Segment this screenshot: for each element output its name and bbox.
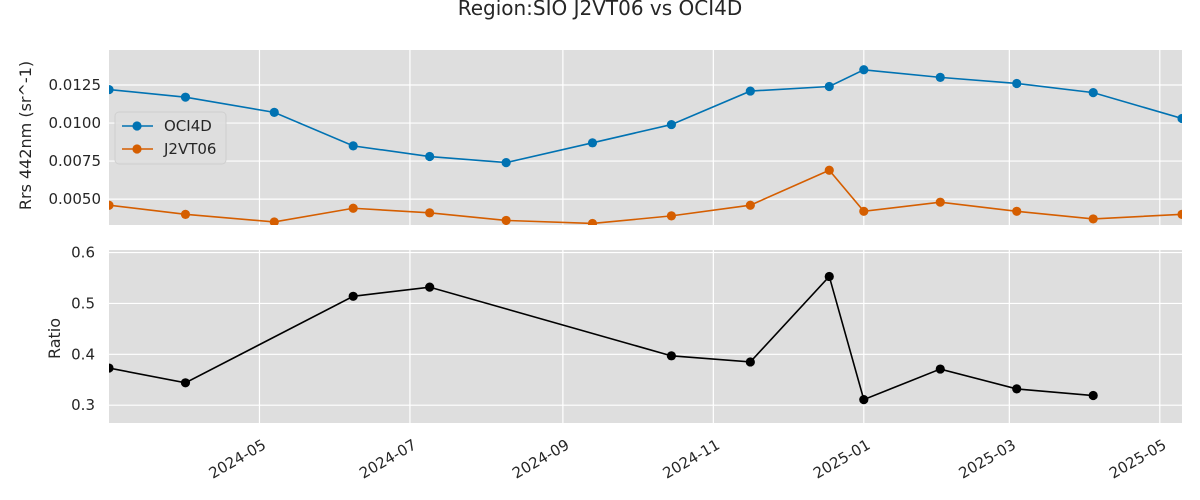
data-point-oci4d [1177, 113, 1182, 124]
data-point-ratio [745, 357, 755, 367]
top-y-axis-label: Rrs 442nm (sr^-1) [16, 61, 35, 210]
bottom-y-tick-label: 0.6 [71, 244, 95, 262]
data-point-j2vt06 [587, 218, 598, 225]
legend-label-j2vt06: J2VT06 [163, 140, 216, 158]
data-point-j2vt06 [666, 211, 677, 221]
series-j2vt06 [109, 165, 1182, 225]
bottom-panel: 0.3 0.4 0.5 0.6 2024-05 2024-07 2024-09 2024-1… [45, 244, 1182, 483]
top-grid [109, 50, 1182, 225]
data-point-oci4d [425, 151, 435, 162]
bottom-y-tick-label: 0.4 [71, 345, 95, 363]
data-point-oci4d [587, 138, 598, 148]
data-point-j2vt06 [1012, 206, 1022, 216]
data-point-oci4d [109, 84, 114, 95]
top-y-tick-label: 0.0075 [49, 152, 102, 170]
x-tick-label: 2025-03 [956, 436, 1019, 483]
data-point-oci4d [269, 107, 279, 117]
data-point-oci4d [745, 86, 755, 96]
data-point-oci4d [1012, 78, 1022, 89]
legend-box [114, 111, 227, 165]
bottom-y-tick-label: 0.5 [71, 294, 95, 312]
data-point-j2vt06 [269, 217, 279, 225]
data-point-oci4d [501, 158, 511, 168]
x-tick-label: 2025-01 [810, 436, 873, 483]
data-point-j2vt06 [745, 200, 755, 210]
bottom-grid [109, 250, 1182, 423]
series-ratio [109, 271, 1098, 405]
data-point-j2vt06 [109, 200, 114, 210]
data-point-ratio [666, 351, 677, 361]
bottom-plot-background [109, 250, 1182, 423]
data-point-ratio [425, 282, 435, 292]
data-point-oci4d [1088, 88, 1098, 98]
bottom-series-layer [109, 271, 1098, 405]
bottom-y-ticks: 0.3 0.4 0.5 0.6 [71, 244, 95, 415]
data-point-j2vt06 [501, 215, 511, 225]
data-point-j2vt06 [935, 197, 945, 207]
chart-title: Region:SIO J2VT06 vs OCI4D [458, 0, 743, 20]
top-plot-background [109, 50, 1182, 225]
legend-marker-j2vt06 [132, 144, 142, 154]
data-point-j2vt06 [425, 208, 435, 218]
top-y-tick-label: 0.0050 [49, 190, 102, 208]
legend: OCI4D J2VT06 [114, 111, 227, 165]
legend-label-oci4d: OCI4D [164, 117, 212, 135]
data-point-oci4d [180, 92, 191, 102]
data-point-ratio [935, 364, 945, 374]
x-tick-label: 2024-07 [356, 436, 419, 483]
data-point-j2vt06 [859, 206, 869, 216]
legend-marker-oci4d [132, 121, 142, 131]
bottom-y-axis-label: Ratio [45, 318, 64, 359]
data-point-ratio [1088, 390, 1098, 401]
data-point-oci4d [824, 81, 834, 92]
data-point-ratio [1012, 384, 1022, 394]
data-point-oci4d [859, 65, 869, 75]
data-point-j2vt06 [1088, 214, 1098, 224]
x-tick-label: 2024-11 [660, 436, 723, 483]
data-point-ratio [824, 271, 834, 282]
bottom-y-tick-label: 0.3 [71, 396, 95, 414]
x-tick-label: 2024-09 [509, 436, 572, 483]
data-point-oci4d [935, 72, 945, 82]
top-y-tick-label: 0.0125 [49, 76, 102, 94]
data-point-j2vt06 [348, 203, 358, 213]
top-y-ticks: 0.0050 0.0075 0.0100 0.0125 [49, 76, 102, 208]
series-oci4d [109, 65, 1182, 168]
data-point-oci4d [666, 119, 677, 130]
data-point-oci4d [348, 141, 358, 151]
data-point-j2vt06 [1177, 209, 1182, 219]
data-point-ratio [109, 363, 114, 373]
top-panel: 0.0050 0.0075 0.0100 0.0125 Rrs 442nm (sr^-… [16, 50, 1182, 225]
x-ticks: 2024-05 2024-07 2024-09 2024-11 2025-01 2025-… [206, 436, 1170, 483]
data-point-j2vt06 [824, 165, 834, 175]
data-point-j2vt06 [180, 209, 191, 219]
x-tick-label: 2024-05 [206, 436, 269, 483]
top-y-tick-label: 0.0100 [49, 114, 102, 132]
data-point-ratio [348, 291, 358, 301]
x-tick-label: 2025-05 [1106, 436, 1169, 483]
data-point-ratio [859, 394, 869, 405]
data-point-ratio [180, 378, 191, 388]
top-series-layer [109, 65, 1182, 225]
